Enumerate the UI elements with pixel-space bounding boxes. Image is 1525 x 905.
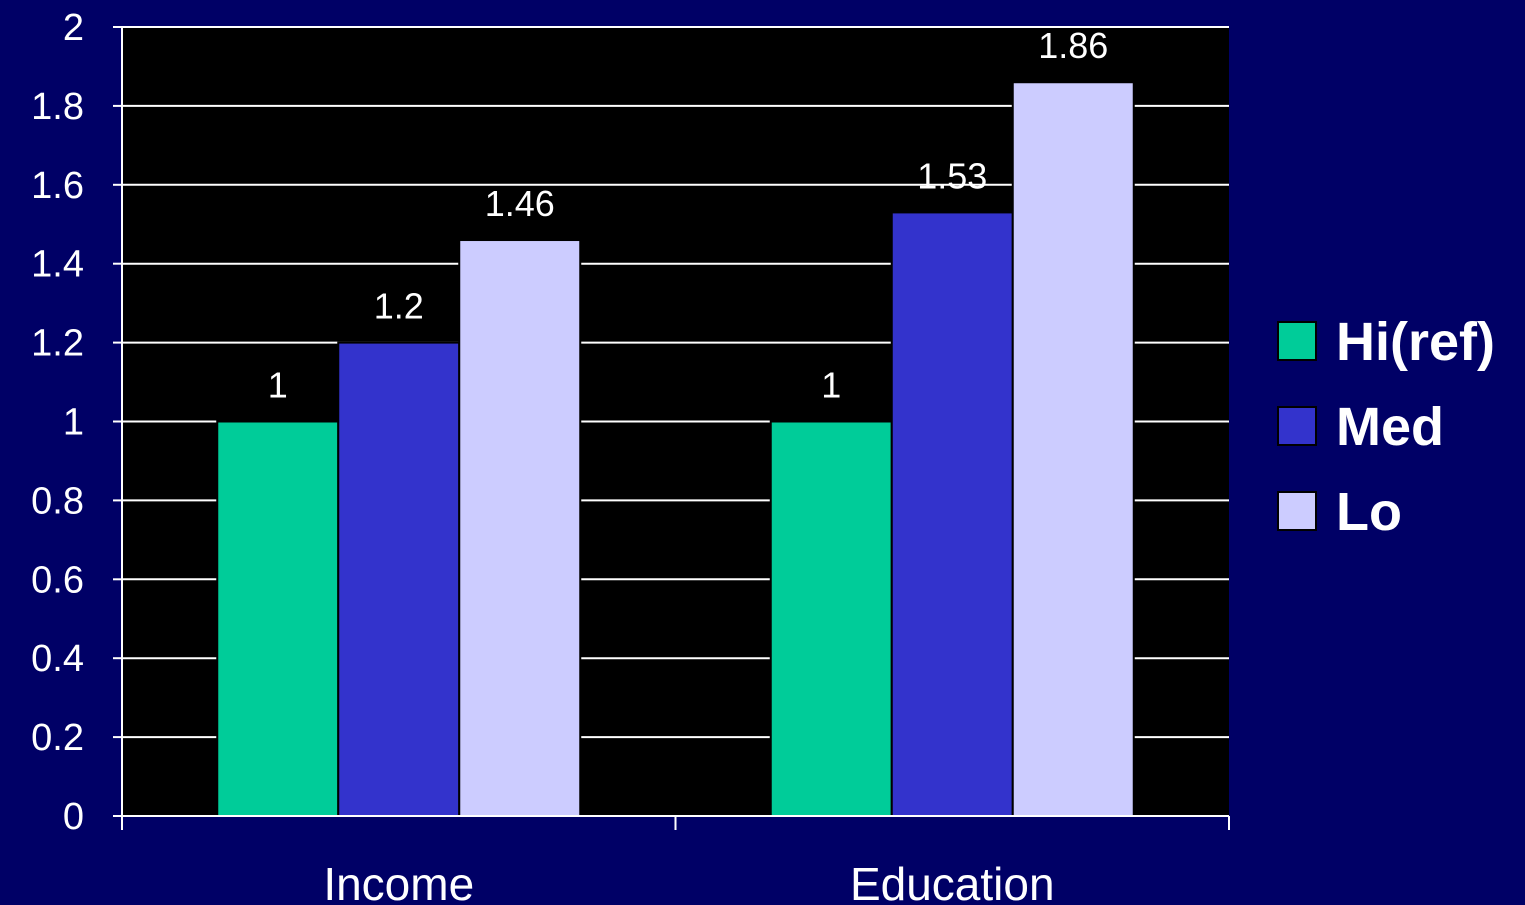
bar-hiref-income	[216, 420, 340, 817]
data-label: 1	[821, 365, 841, 406]
bars	[216, 81, 1135, 818]
y-tick-label: 0	[63, 796, 84, 838]
bar-med-education	[890, 211, 1014, 818]
data-label: 1	[268, 365, 288, 406]
category-label: Income	[323, 858, 474, 905]
data-label: 1.2	[374, 286, 424, 327]
bar-med-income	[337, 341, 461, 817]
data-label: 1.46	[485, 183, 555, 224]
legend-label: Med	[1336, 397, 1444, 457]
bar-hiref-education	[769, 420, 893, 817]
y-tick-label: 1.4	[31, 244, 84, 286]
y-tick-label: 0.2	[31, 717, 84, 759]
category-labels: Income Education	[323, 858, 1054, 905]
legend-swatch	[1277, 491, 1317, 531]
y-tick-label: 0.6	[31, 559, 84, 601]
y-tick-label: 0.8	[31, 480, 84, 522]
y-tick-labels: 0 0.2 0.4 0.6 0.8 1 1.2 1.4 1.6 1.8 2	[31, 7, 84, 838]
bar-lo-education	[1011, 81, 1135, 818]
legend-swatch	[1277, 406, 1317, 446]
legend-label: Hi(ref)	[1336, 312, 1495, 372]
y-tick-label: 1.6	[31, 165, 84, 207]
category-label: Education	[850, 858, 1055, 905]
y-tick-label: 1.8	[31, 86, 84, 128]
legend-label: Lo	[1336, 482, 1402, 542]
bar-lo-income	[458, 239, 582, 817]
data-label: 1.86	[1038, 25, 1108, 66]
data-label: 1.53	[917, 155, 987, 196]
legend-swatch	[1277, 321, 1317, 361]
legend: Hi(ref) Med Lo	[1277, 312, 1495, 542]
axes	[113, 26, 1230, 830]
data-labels: 1 1.2 1.46 1 1.53 1.86	[268, 25, 1109, 405]
y-tick-label: 0.4	[31, 638, 84, 680]
y-tick-label: 2	[63, 7, 84, 49]
y-tick-label: 1.2	[31, 323, 84, 365]
y-tick-label: 1	[63, 402, 84, 444]
